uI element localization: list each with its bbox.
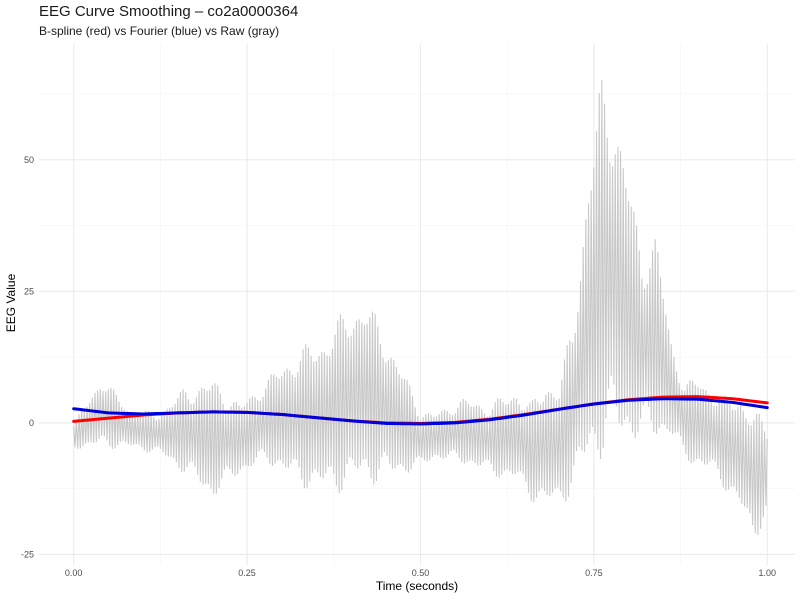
y-tick-label: 25 bbox=[24, 286, 34, 296]
y-tick-label: -25 bbox=[21, 549, 34, 559]
y-axis-title: EEG Value bbox=[4, 273, 18, 332]
x-tick-label: 0.75 bbox=[585, 568, 603, 578]
chart-subtitle: B-spline (red) vs Fourier (blue) vs Raw … bbox=[39, 24, 280, 38]
x-tick-label: 0.50 bbox=[412, 568, 430, 578]
y-tick-label: 50 bbox=[24, 155, 34, 165]
smooth-series-layer bbox=[72, 395, 769, 426]
y-tick-label: 0 bbox=[29, 418, 34, 428]
x-tick-label: 1.00 bbox=[758, 568, 776, 578]
x-axis-title: Time (seconds) bbox=[376, 579, 458, 593]
x-tick-label: 0.25 bbox=[238, 568, 256, 578]
grid-layer bbox=[39, 44, 795, 565]
chart-title: EEG Curve Smoothing – co2a0000364 bbox=[39, 3, 299, 20]
x-tick-label: 0.00 bbox=[65, 568, 83, 578]
tick-label-layer: 0.00 0.25 0.50 0.75 1.00 -25 0 25 50 bbox=[21, 155, 776, 578]
raw-series-layer bbox=[73, 79, 768, 535]
fourier-series-line bbox=[72, 397, 769, 426]
raw-series-line bbox=[73, 79, 768, 535]
